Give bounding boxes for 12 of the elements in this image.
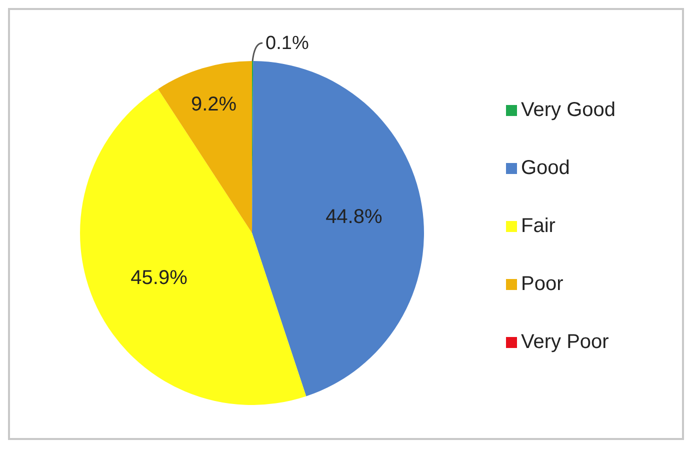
data-label: 45.9% [130, 266, 188, 289]
pie-slice [80, 88, 306, 405]
pie-slice [158, 61, 252, 233]
pie-slice [252, 61, 424, 396]
legend-label: Very Good [521, 99, 616, 121]
legend-label: Fair [521, 215, 556, 237]
legend-label: Good [521, 157, 570, 179]
legend-label: Very Poor [521, 331, 609, 353]
data-label: 0.1% [266, 33, 309, 54]
legend-label: Poor [521, 273, 564, 295]
data-label: 9.2% [190, 93, 237, 116]
data-label: 44.8% [326, 206, 382, 228]
